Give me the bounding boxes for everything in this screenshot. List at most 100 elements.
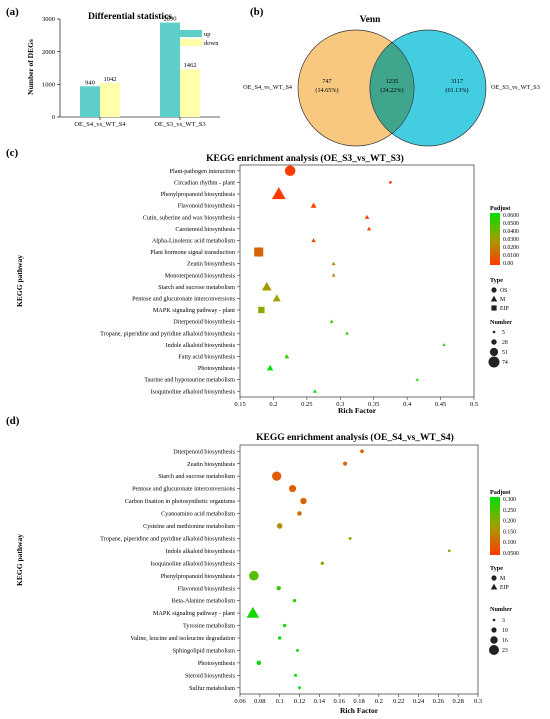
pathway-label: Cysteine and methionine metabolism (143, 523, 235, 530)
pathway-label: Cyanoamino acid metabolism (161, 511, 235, 518)
venn-left-name: OE_S4_vs_WT_S4 (243, 84, 292, 91)
x-tick-label: 0.06 (234, 698, 246, 705)
type-legend-marker (491, 575, 497, 581)
bar-category-label: OE_S4_vs_WT_S4 (74, 121, 126, 128)
type-legend-label: EIP (500, 306, 509, 312)
padj-tick-label: 0.250 (503, 508, 516, 514)
pathway-label: Isoquinoline alkaloid biosynthesis (150, 388, 235, 395)
x-tick-label: 0.3 (336, 401, 344, 408)
data-point (331, 273, 336, 277)
padj-tick-label: 0.150 (503, 529, 516, 535)
x-tick-label: 0.3 (474, 698, 482, 705)
kegg-s4-ylabel: KEGG pathway (15, 534, 24, 586)
pathway-label: Phenylpropanoid biosynthesis (161, 573, 236, 580)
bar-up (80, 86, 100, 117)
pathway-label: Photosynthesis (198, 660, 236, 667)
data-point (331, 261, 336, 266)
data-point (345, 331, 349, 335)
venn-overlap-count: 1235 (386, 78, 398, 85)
venn-left-count: 747 (322, 78, 331, 85)
padj-tick-label: 0.0500 (503, 221, 519, 227)
kegg-s3-ylabel: KEGG pathway (15, 255, 24, 307)
kegg-s4-frame (239, 444, 479, 695)
bar-up (160, 22, 180, 117)
bar-category-label: OE_S3_vs_WT_S3 (154, 121, 205, 128)
bar-legend-label: up (204, 31, 211, 38)
bar-chart: Differential statistics Number of DEGs 0… (26, 12, 220, 128)
type-legend-marker (490, 295, 498, 302)
bar-value-label: 2890 (164, 16, 177, 23)
data-point (284, 165, 296, 177)
pathway-label: Diterpenoid biosynthesis (173, 319, 235, 326)
venn-overlap-pct: (24.22%) (380, 87, 403, 94)
type-legend-label: EIP (500, 585, 509, 591)
pathway-label: Monoterpenoid biosynthesis (165, 272, 236, 279)
pathway-label: Sulfur metabolism (189, 685, 235, 692)
pathway-label: Plant-pathogen interaction (170, 168, 235, 175)
data-point (282, 623, 287, 628)
bar-legend-label: down (204, 40, 219, 47)
number-legend-marker (492, 330, 496, 334)
type-legend-marker (491, 305, 497, 311)
number-legend-label: 5 (502, 330, 505, 336)
data-point (276, 585, 281, 591)
pathway-label: MAPK signaling pathway - plant (153, 610, 235, 617)
number-legend-marker (491, 627, 497, 633)
number-legend-marker (489, 347, 499, 357)
x-tick-label: 0.4 (403, 401, 412, 408)
bar-value-label: 1462 (184, 62, 197, 69)
data-point (254, 247, 264, 257)
number-legend-label: 10 (502, 628, 508, 634)
bar-chart-title: Differential statistics (88, 12, 172, 22)
pathway-label: Starch and sucrose metabolism (158, 473, 235, 480)
number-legend-label: 16 (502, 638, 508, 644)
data-point (311, 238, 316, 243)
panel-label-a: (a) (6, 6, 19, 18)
padj-tick-label: 0.0300 (503, 237, 519, 243)
pathway-label: Tyrosine metabolism (183, 623, 235, 630)
venn-right-pct: (61.13%) (445, 87, 468, 94)
bar-value-label: 1042 (104, 76, 117, 83)
bar-ytick-label: 3000 (42, 16, 55, 23)
data-point (261, 281, 272, 291)
data-point (310, 202, 317, 208)
kegg-s3-padj-colorbar (490, 213, 500, 265)
data-point (366, 226, 372, 231)
padj-tick-label: 0.0200 (503, 245, 519, 251)
padj-tick-label: 0.100 (503, 540, 516, 546)
data-point (294, 673, 298, 677)
pathway-label: Pentose and glucuronate interconversions (132, 296, 236, 303)
x-tick-label: 0.15 (234, 401, 245, 408)
venn-left-pct: (14.65%) (315, 87, 338, 94)
venn-right-name: OE_S3_vs_WT_S3 (491, 84, 540, 91)
pathway-label: Indole alkaloid biosynthesis (166, 342, 236, 349)
kegg-s4-xlabel: Rich Factor (340, 706, 379, 715)
venn-title: Venn (360, 15, 381, 25)
number-legend-label: 74 (502, 360, 508, 366)
kegg-s3-type-title: Type (490, 277, 503, 284)
data-point (271, 187, 286, 200)
pathway-label: Fatty acid biosynthesis (178, 354, 235, 361)
data-point (256, 660, 262, 666)
bar-legend-swatch (180, 30, 202, 37)
x-tick-label: 0.1 (276, 698, 284, 705)
pathway-label: Beta-Alanine metabolism (172, 598, 236, 605)
kegg-s3-title: KEGG enrichment analysis (OE_S3_vs_WT_S3… (206, 153, 404, 164)
data-point (246, 606, 260, 618)
data-point (312, 389, 317, 393)
x-tick-label: 0.2 (375, 698, 383, 705)
data-point (296, 648, 300, 652)
data-point (298, 686, 301, 690)
pathway-label: Photosynthesis (198, 365, 236, 372)
data-point (297, 511, 302, 516)
pathway-label: Tropane, piperidine and pyridine alkaloi… (100, 330, 235, 337)
pathway-label: Flavonoid biosynthesis (178, 203, 236, 210)
pathway-label: Indole alkaloid biosynthesis (166, 548, 236, 555)
kegg-s4-number-title: Number (490, 606, 512, 613)
x-tick-label: 0.14 (314, 698, 326, 705)
pathway-label: Starch and sucrose metabolism (158, 284, 235, 291)
type-legend-marker (491, 287, 497, 293)
pathway-label: MAPK signaling pathway - plant (153, 307, 235, 314)
pathway-label: Tropane, piperidine and pyridine alkaloi… (100, 535, 235, 542)
pathway-label: Pentose and glucuronate interconversions (132, 486, 236, 493)
